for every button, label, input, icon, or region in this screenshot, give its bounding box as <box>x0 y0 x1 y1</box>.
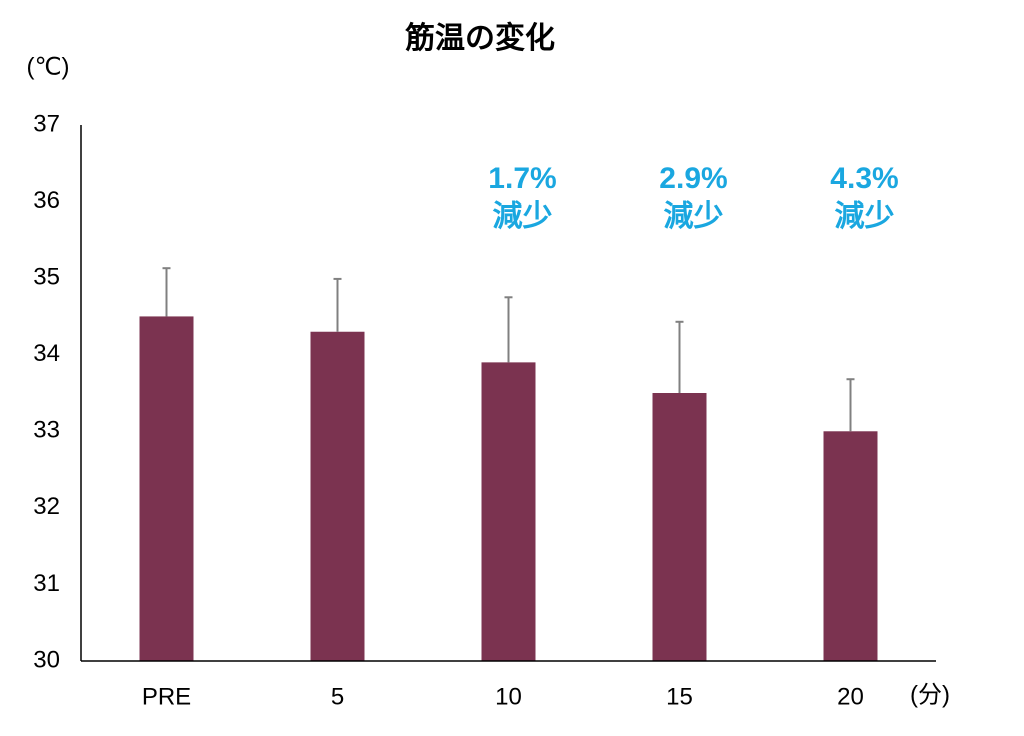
error-bar <box>162 267 171 317</box>
y-tick-label: 34 <box>33 340 60 367</box>
x-axis-label: (分) <box>910 681 950 708</box>
bar <box>310 331 365 661</box>
y-tick-label: 35 <box>33 263 60 290</box>
y-axis-label: (℃) <box>27 53 70 80</box>
error-bar <box>846 378 855 432</box>
y-tick-label: 31 <box>33 570 60 597</box>
y-tick-label: 30 <box>33 646 60 673</box>
annotation: 2.9% <box>659 162 727 195</box>
x-tick-label: 10 <box>495 683 522 710</box>
bar <box>481 362 536 661</box>
y-tick-label: 36 <box>33 187 60 214</box>
error-bar <box>675 320 684 393</box>
bar <box>652 393 707 661</box>
y-tick-label: 32 <box>33 493 60 520</box>
chart-title: 筋温の変化 <box>405 21 555 55</box>
bar <box>139 316 194 661</box>
error-bar <box>333 277 342 332</box>
annotation: 1.7% <box>488 162 556 195</box>
annotation: 4.3% <box>830 162 898 195</box>
annotation: 減少 <box>664 200 724 233</box>
bar <box>823 431 878 661</box>
x-tick-label: 20 <box>837 683 864 710</box>
annotation: 減少 <box>835 200 895 233</box>
x-tick-label: PRE <box>142 683 191 710</box>
y-tick-label: 33 <box>33 417 60 444</box>
annotation: 減少 <box>493 200 553 233</box>
x-tick-label: 15 <box>666 683 693 710</box>
error-bar <box>504 296 513 363</box>
x-tick-label: 5 <box>331 683 344 710</box>
y-tick-label: 37 <box>33 110 60 137</box>
